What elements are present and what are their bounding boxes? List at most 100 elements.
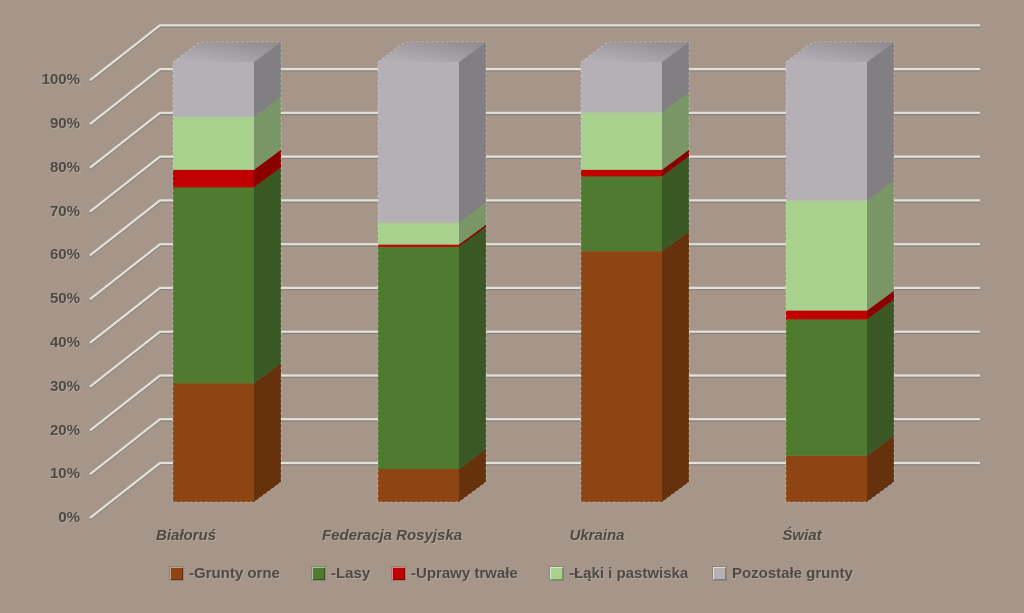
bar-segment-front	[378, 222, 459, 245]
bar-segment-front	[581, 251, 662, 502]
legend-item-grunty-orne: -Grunty orne	[170, 565, 280, 582]
gridline-shadow	[89, 245, 980, 302]
bar-segment-side	[867, 299, 894, 456]
bar-segment-side	[867, 290, 894, 320]
bar-segment-side	[254, 42, 281, 117]
legend-label: -Grunty orne	[189, 565, 280, 582]
bar-outline	[377, 41, 487, 503]
bar-segment-front	[378, 246, 459, 469]
legend-key-grunty-orne	[170, 567, 183, 580]
gridline	[89, 155, 980, 213]
bar-segment-side	[254, 363, 281, 502]
legend-label: -Lasy	[331, 565, 371, 582]
category-label-swiat: Świat	[782, 527, 822, 544]
gridline	[89, 24, 980, 82]
gridline	[89, 374, 980, 432]
bar-segment-side	[662, 231, 689, 502]
y-tick-label: 0%	[58, 509, 80, 526]
bar-segment-side	[459, 226, 486, 469]
gridline-shadow	[89, 113, 980, 171]
gridline	[89, 67, 980, 125]
bar-segment-side	[662, 149, 689, 177]
gridline-shadow	[89, 376, 980, 433]
bar-segment-side	[662, 92, 689, 170]
bar-segment-side	[254, 97, 281, 170]
y-tick-label: 40%	[49, 334, 80, 351]
bar-segment-front	[378, 62, 459, 223]
y-tick-label: 50%	[49, 290, 80, 307]
bar-segment-front	[173, 187, 254, 384]
bar-segment-side	[662, 42, 689, 113]
bar-segment-side	[254, 167, 281, 384]
legend-key-laki-i-pastwiska	[550, 567, 563, 580]
legend-key-uprawy-trwale	[392, 567, 405, 580]
bar-segment-front	[581, 169, 662, 177]
bar-segment-front	[581, 112, 662, 170]
bar-top-face	[581, 42, 689, 62]
gridline	[89, 111, 980, 169]
bar-segment-front	[378, 244, 459, 247]
bar-top-face	[786, 42, 894, 62]
bar-segment-front	[786, 455, 867, 502]
bar-1	[172, 41, 282, 503]
bar-segment-front	[786, 200, 867, 311]
bar-top-face	[378, 42, 486, 62]
bar-segment-front	[786, 319, 867, 456]
bar-segment-front	[581, 62, 662, 113]
bar-segment-side	[459, 202, 486, 245]
gridline-shadow	[89, 332, 980, 389]
y-tick-label: 100%	[41, 71, 80, 88]
category-label-federacja-rosyjska: Federacja Rosyjska	[321, 527, 463, 544]
gridline-shadow	[89, 464, 980, 521]
y-tick-label: 90%	[49, 115, 80, 132]
gridline-shadow	[89, 201, 980, 258]
gridline	[89, 286, 980, 344]
bar-segment-side	[254, 149, 281, 188]
gridline-shadow	[89, 157, 980, 214]
bar-3	[580, 41, 690, 503]
gridlines	[89, 24, 980, 521]
bar-segment-side	[662, 156, 689, 252]
bar-segment-front	[173, 117, 254, 170]
bar-segment-front	[378, 469, 459, 502]
bar-outline	[172, 41, 282, 503]
gridline-shadow	[89, 289, 980, 346]
gridline-shadow	[89, 26, 980, 83]
legend-key-lasy	[312, 567, 325, 580]
y-tick-label: 10%	[49, 465, 80, 482]
bar-segment-front	[173, 62, 254, 117]
gridline	[89, 243, 980, 301]
bar-top-face	[173, 42, 281, 62]
legend-item-pozostale-grunty: Pozostałe grunty	[713, 565, 853, 582]
y-tick-label: 80%	[49, 159, 80, 176]
category-label-ukraina: Ukraina	[569, 527, 625, 544]
legend-item-uprawy-trwale: -Uprawy trwałe	[392, 565, 518, 582]
bar-segment-front	[173, 383, 254, 502]
legend-label: Pozostałe grunty	[732, 565, 853, 582]
legend-key-pozostale-grunty	[713, 567, 726, 580]
bar-segment-side	[459, 224, 486, 247]
bar-outline	[580, 41, 690, 503]
bar-segment-side	[867, 435, 894, 502]
legend-item-laki-i-pastwiska: -Łąki i pastwiska	[550, 565, 688, 582]
bar-segment-side	[459, 42, 486, 223]
bar-segment-side	[867, 180, 894, 311]
legend-item-lasy: -Lasy	[312, 565, 370, 582]
gridline	[89, 461, 980, 519]
bar-segment-side	[459, 449, 486, 502]
bar-segment-front	[786, 62, 867, 201]
y-tick-label: 70%	[49, 203, 80, 220]
gridline	[89, 199, 980, 257]
category-label-bialorus: Białoruś	[155, 527, 216, 544]
bar-segment-side	[867, 42, 894, 201]
gridline	[89, 330, 980, 388]
bar-outline	[785, 41, 895, 503]
gridline	[89, 418, 980, 476]
y-tick-label: 60%	[49, 246, 80, 263]
legend-label: -Łąki i pastwiska	[569, 565, 689, 582]
bar-segment-front	[581, 176, 662, 252]
legend-label: -Uprawy trwałe	[411, 565, 518, 582]
bar-segment-front	[786, 310, 867, 320]
